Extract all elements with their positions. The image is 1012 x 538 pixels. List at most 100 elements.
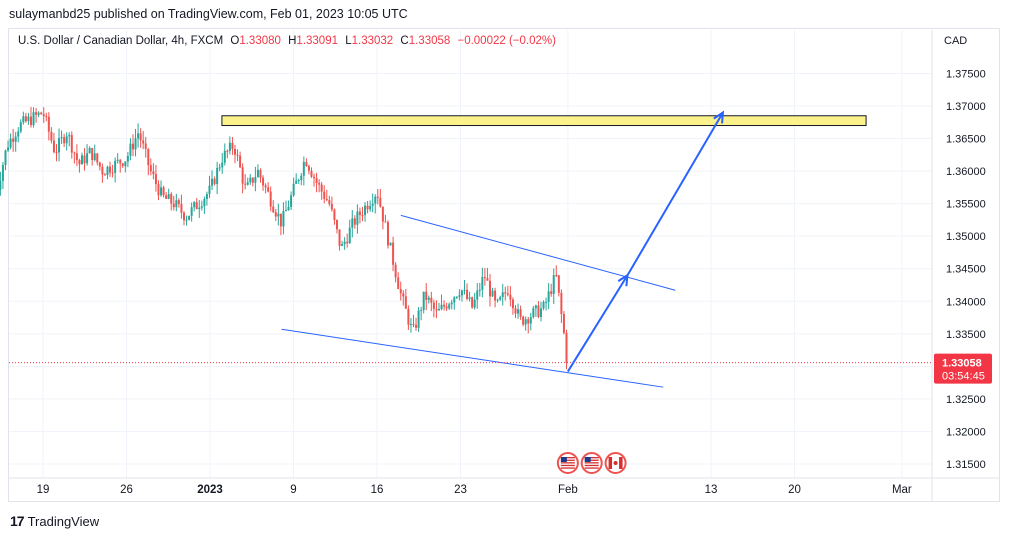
channel-upper-line xyxy=(400,214,676,291)
candle-body xyxy=(318,182,321,185)
candle-body xyxy=(144,143,147,149)
low-label: L xyxy=(345,35,352,47)
flag-stripe xyxy=(584,464,599,467)
candle-body xyxy=(397,277,400,289)
candle-body xyxy=(170,194,173,204)
candle-body xyxy=(504,292,507,294)
candle-body xyxy=(195,202,198,210)
candle-body xyxy=(106,166,109,176)
ca-flag-icon xyxy=(604,452,627,474)
low-value: 1.33032 xyxy=(351,35,394,47)
y-tick-label: 1.32000 xyxy=(946,426,986,438)
candle-body xyxy=(1,165,4,181)
time-axis[interactable]: 19 26 2023 9 16 23 Feb 13 20 Mar xyxy=(8,477,1000,496)
candle-body xyxy=(384,221,387,223)
candle-body xyxy=(231,142,234,149)
candle-body xyxy=(96,153,99,163)
candle-body xyxy=(501,292,504,298)
candle-body xyxy=(4,150,7,166)
candle-body xyxy=(524,319,527,325)
candle-body xyxy=(517,309,520,314)
candle-body xyxy=(131,143,134,150)
candle-body xyxy=(277,213,280,217)
close-label: C xyxy=(400,35,409,47)
candle-body xyxy=(180,204,183,213)
channel-lower-line xyxy=(281,328,664,388)
candle-body xyxy=(17,131,20,137)
candle-body xyxy=(216,167,219,185)
candle-body xyxy=(506,293,509,295)
candle-body xyxy=(137,133,140,139)
y-tick-label: 1.35500 xyxy=(946,199,986,211)
candle-body xyxy=(297,179,300,181)
candle-body xyxy=(121,163,124,167)
candle-body xyxy=(22,116,25,123)
flag-stripe xyxy=(560,457,575,459)
event-markers[interactable] xyxy=(556,452,627,474)
footer: 17 TradingView xyxy=(10,513,99,529)
candle-body xyxy=(432,302,435,309)
candle-body xyxy=(200,206,203,208)
x-tick-label: Feb xyxy=(558,484,578,496)
candle-body xyxy=(494,290,497,301)
x-tick-label: 13 xyxy=(705,484,718,496)
candle-body xyxy=(35,112,38,115)
candle-body xyxy=(402,293,405,297)
drawings-back xyxy=(221,115,867,127)
price-axis[interactable]: 1.37500 1.37000 1.36500 1.36000 1.35500 1.350… xyxy=(931,30,992,502)
candle-body xyxy=(251,177,254,183)
candle-body xyxy=(188,215,191,220)
candle-body xyxy=(552,275,555,294)
candle-body xyxy=(114,160,117,173)
candle-body xyxy=(256,169,259,178)
candle-body xyxy=(478,289,481,291)
candle-body xyxy=(346,241,349,244)
x-tick-label: 2023 xyxy=(197,484,223,496)
candle-body xyxy=(223,150,226,163)
chart-frame xyxy=(8,28,1000,502)
candle-body xyxy=(269,191,272,207)
candle-body xyxy=(369,205,372,210)
candle-body xyxy=(12,138,15,142)
candle-body xyxy=(371,203,374,206)
candle-body xyxy=(221,162,224,168)
candle-body xyxy=(374,196,377,204)
candle-body xyxy=(443,304,446,307)
candle-body xyxy=(254,177,257,183)
flag-band-left xyxy=(608,457,613,469)
y-tick-label: 1.37500 xyxy=(946,68,986,80)
candle-body xyxy=(486,278,489,281)
candle-body xyxy=(473,299,476,308)
candle-body xyxy=(211,178,214,186)
flag-stripe xyxy=(560,462,575,464)
candle-body xyxy=(315,178,318,183)
candle-body xyxy=(392,242,395,265)
candle-body xyxy=(154,174,157,185)
candle-body xyxy=(555,275,558,277)
candle-body xyxy=(14,136,17,142)
candle-body xyxy=(358,211,361,216)
candle-body xyxy=(287,206,290,211)
candle-body xyxy=(50,131,53,141)
candle-body xyxy=(91,148,94,160)
candle-body xyxy=(310,170,313,177)
candle-body xyxy=(149,165,152,172)
y-tick-label: 1.36500 xyxy=(946,134,986,146)
candle-body xyxy=(24,116,27,122)
candle-body xyxy=(55,152,58,154)
tradingview-logo-icon: 17 xyxy=(10,513,25,529)
open-value: 1.33080 xyxy=(239,35,281,47)
open-label: O xyxy=(230,35,240,47)
candle-body xyxy=(65,136,68,144)
candle-body xyxy=(203,198,206,207)
candle-body xyxy=(430,297,433,303)
candle-body xyxy=(320,184,323,192)
candle-body xyxy=(440,304,443,310)
candle-body xyxy=(236,154,239,156)
candle-body xyxy=(172,203,175,208)
x-tick-label: Mar xyxy=(892,484,912,496)
candle-body xyxy=(60,137,63,139)
candle-body xyxy=(420,310,423,312)
candle-body xyxy=(455,296,458,298)
